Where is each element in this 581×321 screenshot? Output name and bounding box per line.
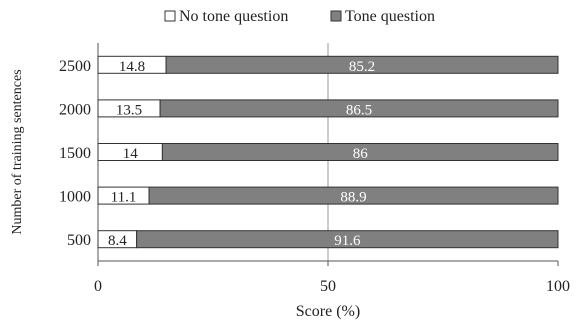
y-tick-label: 500 [67, 232, 91, 249]
legend-swatch-tone [330, 10, 342, 22]
bar-segment-tone [148, 186, 559, 205]
y-tick-label: 2000 [59, 101, 91, 118]
data-label: 85.2 [349, 59, 375, 75]
data-label: 13.5 [116, 102, 142, 118]
data-label: 8.4 [108, 233, 127, 249]
bar-segment-tone [165, 55, 559, 74]
bar-segment-tone [159, 99, 559, 118]
data-label: 14 [123, 146, 139, 162]
bar-segment-tone [136, 230, 559, 249]
legend-label-no-tone: No tone question [179, 8, 288, 25]
data-label: 11.1 [111, 190, 137, 206]
legend: No tone question Tone question [164, 8, 435, 25]
x-tick-label: 100 [546, 278, 570, 295]
bar-segment-tone [161, 143, 559, 161]
y-axis-label: Number of training sentences [10, 69, 25, 234]
x-axis-label: Score (%) [296, 303, 360, 320]
y-tick-label: 1500 [59, 145, 91, 162]
x-tick-label: 0 [94, 278, 102, 295]
data-label: 91.6 [334, 233, 361, 249]
x-tick-label: 50 [320, 278, 336, 295]
legend-label-tone: Tone question [345, 8, 435, 25]
y-tick-label: 2500 [59, 58, 91, 75]
data-label: 86.5 [346, 102, 372, 118]
data-label: 88.9 [340, 190, 366, 206]
y-tick-label: 1000 [59, 189, 91, 206]
legend-swatch-no-tone [164, 10, 176, 22]
plot-area: 0 50 100 500 8.4 91.6 1000 11.1 88.9 1500 14 86 2000… [59, 43, 570, 295]
data-label: 86 [353, 146, 369, 162]
data-label: 14.8 [119, 59, 145, 75]
